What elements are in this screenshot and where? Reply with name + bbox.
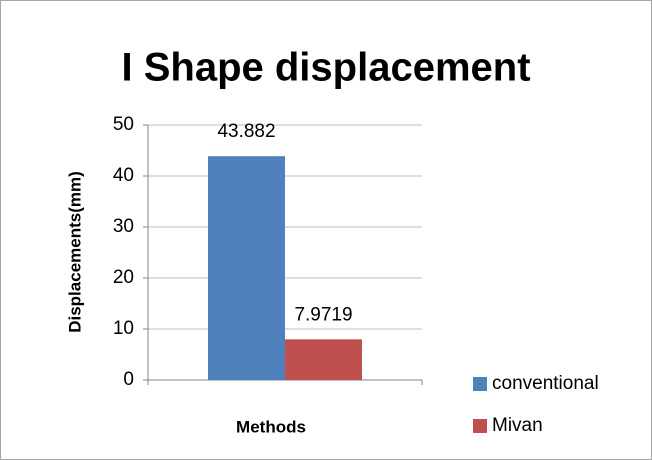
legend-swatch bbox=[473, 419, 487, 433]
legend-label: conventional bbox=[492, 373, 599, 394]
y-axis-label: Displacements(mm) bbox=[65, 171, 84, 333]
data-label: 7.9719 bbox=[294, 304, 352, 325]
x-axis-label: Methods bbox=[236, 417, 306, 436]
chart-title: I Shape displacement bbox=[121, 46, 530, 90]
legend-swatch bbox=[473, 377, 487, 391]
y-tick-label: 10 bbox=[113, 318, 134, 339]
bar bbox=[208, 156, 285, 380]
y-tick-label: 0 bbox=[123, 369, 134, 390]
legend-label: Mivan bbox=[492, 415, 543, 436]
y-tick-label: 20 bbox=[113, 267, 134, 288]
y-tick-label: 50 bbox=[113, 114, 134, 135]
y-tick-label: 40 bbox=[113, 165, 134, 186]
data-label: 43.882 bbox=[217, 121, 275, 142]
bar bbox=[285, 339, 362, 380]
y-tick-label: 30 bbox=[113, 216, 134, 237]
